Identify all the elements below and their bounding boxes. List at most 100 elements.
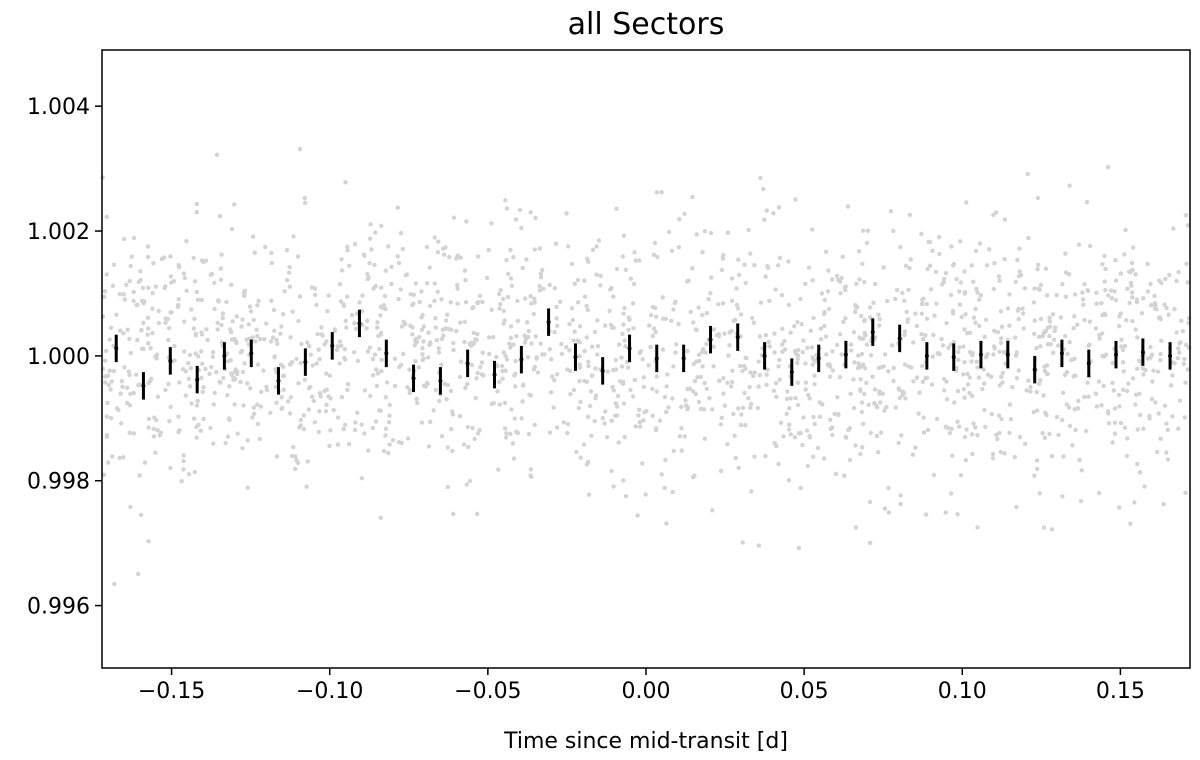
raw-point: [510, 441, 515, 446]
raw-point: [398, 230, 404, 236]
raw-point: [273, 367, 278, 372]
raw-point: [436, 346, 441, 351]
raw-point: [748, 370, 753, 375]
raw-point: [965, 371, 970, 377]
x-tick-label: 0.10: [938, 679, 987, 704]
raw-point: [439, 362, 444, 367]
raw-point: [215, 327, 220, 332]
raw-point: [751, 373, 756, 379]
raw-point: [808, 328, 813, 333]
raw-point: [433, 387, 438, 393]
raw-point: [428, 419, 433, 424]
raw-point: [655, 254, 660, 260]
raw-point: [937, 251, 942, 257]
y-tick-label: 0.998: [27, 470, 90, 495]
raw-point: [194, 201, 199, 207]
raw-point: [289, 359, 295, 365]
raw-point: [640, 461, 645, 466]
raw-point: [1112, 431, 1118, 436]
raw-point: [653, 305, 658, 311]
raw-point: [345, 382, 351, 387]
raw-point: [451, 340, 456, 346]
raw-point: [513, 384, 518, 389]
raw-point: [1010, 384, 1015, 390]
raw-point: [148, 346, 153, 351]
x-axis-ticks: −0.15 −0.10 −0.05 0.00 0.05 0.10 0.15: [138, 668, 1145, 704]
raw-point: [637, 258, 642, 263]
raw-point: [1180, 328, 1186, 334]
raw-point: [156, 308, 161, 314]
raw-point: [798, 296, 803, 302]
raw-point: [498, 301, 503, 307]
raw-point: [969, 359, 974, 364]
raw-point: [764, 372, 769, 377]
raw-point: [532, 300, 537, 305]
raw-point: [592, 329, 598, 335]
raw-point: [145, 244, 151, 249]
raw-point: [700, 250, 705, 255]
raw-point: [992, 261, 997, 266]
raw-point: [401, 351, 406, 357]
raw-point: [1135, 461, 1140, 467]
raw-point: [386, 244, 391, 249]
raw-point: [803, 387, 808, 392]
raw-point: [876, 312, 881, 317]
raw-point: [962, 290, 968, 295]
raw-point: [461, 442, 467, 447]
raw-point: [1017, 269, 1022, 274]
raw-point: [1165, 457, 1171, 462]
raw-point: [747, 385, 752, 390]
raw-point: [1036, 381, 1042, 386]
raw-point: [962, 327, 967, 332]
raw-point: [641, 418, 646, 423]
raw-point: [392, 356, 398, 361]
raw-point: [512, 373, 517, 378]
raw-point: [856, 249, 862, 254]
raw-point: [131, 289, 136, 295]
raw-point: [367, 345, 372, 350]
raw-point: [127, 403, 133, 408]
raw-point: [133, 372, 139, 377]
raw-point: [838, 279, 843, 284]
raw-point: [570, 317, 575, 323]
raw-point: [421, 383, 427, 388]
raw-point: [623, 344, 628, 349]
raw-point: [622, 338, 627, 343]
raw-point: [323, 409, 329, 414]
raw-point: [1051, 350, 1056, 355]
raw-point: [1120, 347, 1126, 353]
raw-point: [201, 416, 206, 422]
raw-point: [975, 525, 980, 530]
raw-point: [797, 431, 802, 436]
raw-point: [437, 398, 442, 404]
raw-point: [209, 364, 214, 370]
raw-point: [756, 384, 761, 389]
raw-point: [780, 342, 785, 347]
raw-point: [1130, 319, 1135, 324]
raw-point: [741, 363, 747, 369]
raw-point: [851, 405, 857, 411]
raw-point: [830, 432, 835, 438]
raw-point: [339, 268, 345, 273]
raw-point: [502, 318, 507, 323]
raw-point: [657, 418, 663, 423]
raw-point: [427, 265, 432, 270]
raw-point: [163, 320, 168, 325]
raw-point: [1120, 360, 1126, 365]
raw-point: [305, 340, 310, 345]
raw-point: [806, 265, 812, 270]
raw-point: [316, 347, 321, 352]
raw-point: [297, 294, 303, 299]
raw-point: [218, 277, 224, 282]
raw-point: [823, 334, 829, 339]
raw-point: [882, 408, 887, 413]
raw-point: [973, 306, 978, 312]
raw-point: [1112, 406, 1118, 411]
raw-point: [652, 240, 658, 246]
raw-point: [368, 236, 373, 241]
raw-point: [803, 281, 808, 286]
raw-point: [809, 345, 815, 350]
raw-point: [433, 316, 438, 321]
raw-point: [1158, 316, 1164, 322]
raw-point: [784, 411, 789, 416]
